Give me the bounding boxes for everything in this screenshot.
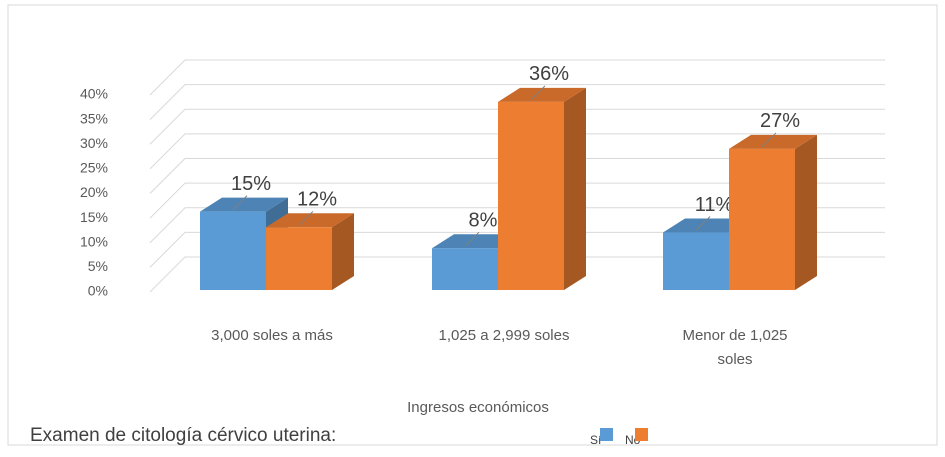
leader-line <box>232 195 248 210</box>
y-tick-label: 40% <box>80 86 108 102</box>
data-label: 15% <box>231 173 271 195</box>
leader-line <box>464 231 480 247</box>
y-tick-label: 30% <box>80 135 108 151</box>
data-label: 11% <box>695 194 734 216</box>
legend-label: Sí <box>590 433 602 447</box>
grid-line <box>149 256 885 293</box>
legend-swatch <box>600 428 613 441</box>
bar <box>663 232 729 290</box>
legend-title: Examen de citología cérvico uterina: <box>30 425 336 446</box>
x-tick-label: 1,025 a 2,999 soles <box>438 327 570 344</box>
bar-top <box>729 134 817 149</box>
leader-line <box>761 132 777 148</box>
y-tick-label: 10% <box>80 233 108 249</box>
bar <box>432 248 498 290</box>
x-tick-label: 3,000 soles a más <box>211 327 333 344</box>
bar-side <box>564 87 586 291</box>
y-tick-label: 25% <box>80 160 108 176</box>
y-tick-label: 35% <box>80 110 108 126</box>
bar <box>729 148 795 290</box>
grid-line <box>149 158 885 194</box>
x-axis-title: Ingresos económicos <box>407 399 549 416</box>
data-label: 27% <box>760 110 800 132</box>
grid-line <box>149 207 885 244</box>
grid-line <box>149 133 885 170</box>
leader-line <box>298 210 314 226</box>
bar <box>200 211 266 290</box>
y-tick-label: 15% <box>80 209 108 225</box>
grid-line <box>149 59 885 96</box>
grid-line <box>149 84 885 120</box>
bar <box>266 227 332 290</box>
bar-side <box>795 134 817 290</box>
bar-top <box>266 213 354 228</box>
bar-top <box>498 87 586 102</box>
y-tick-label: 5% <box>88 258 108 274</box>
grid-line <box>149 108 885 145</box>
x-tick-label: Menor de 1,025 soles <box>682 327 788 368</box>
data-label: 36% <box>529 63 569 85</box>
y-tick-label: 0% <box>88 283 108 299</box>
legend-swatch <box>635 428 648 441</box>
grid-line <box>149 182 885 219</box>
y-tick-label: 20% <box>80 184 108 200</box>
data-label: 8% <box>469 209 498 231</box>
bar-side <box>332 213 354 290</box>
bar-top <box>200 197 288 212</box>
data-label: 12% <box>297 189 337 211</box>
leader-line <box>530 85 546 101</box>
bar <box>498 101 564 291</box>
grid-line <box>149 231 885 268</box>
leader-line <box>695 216 711 231</box>
